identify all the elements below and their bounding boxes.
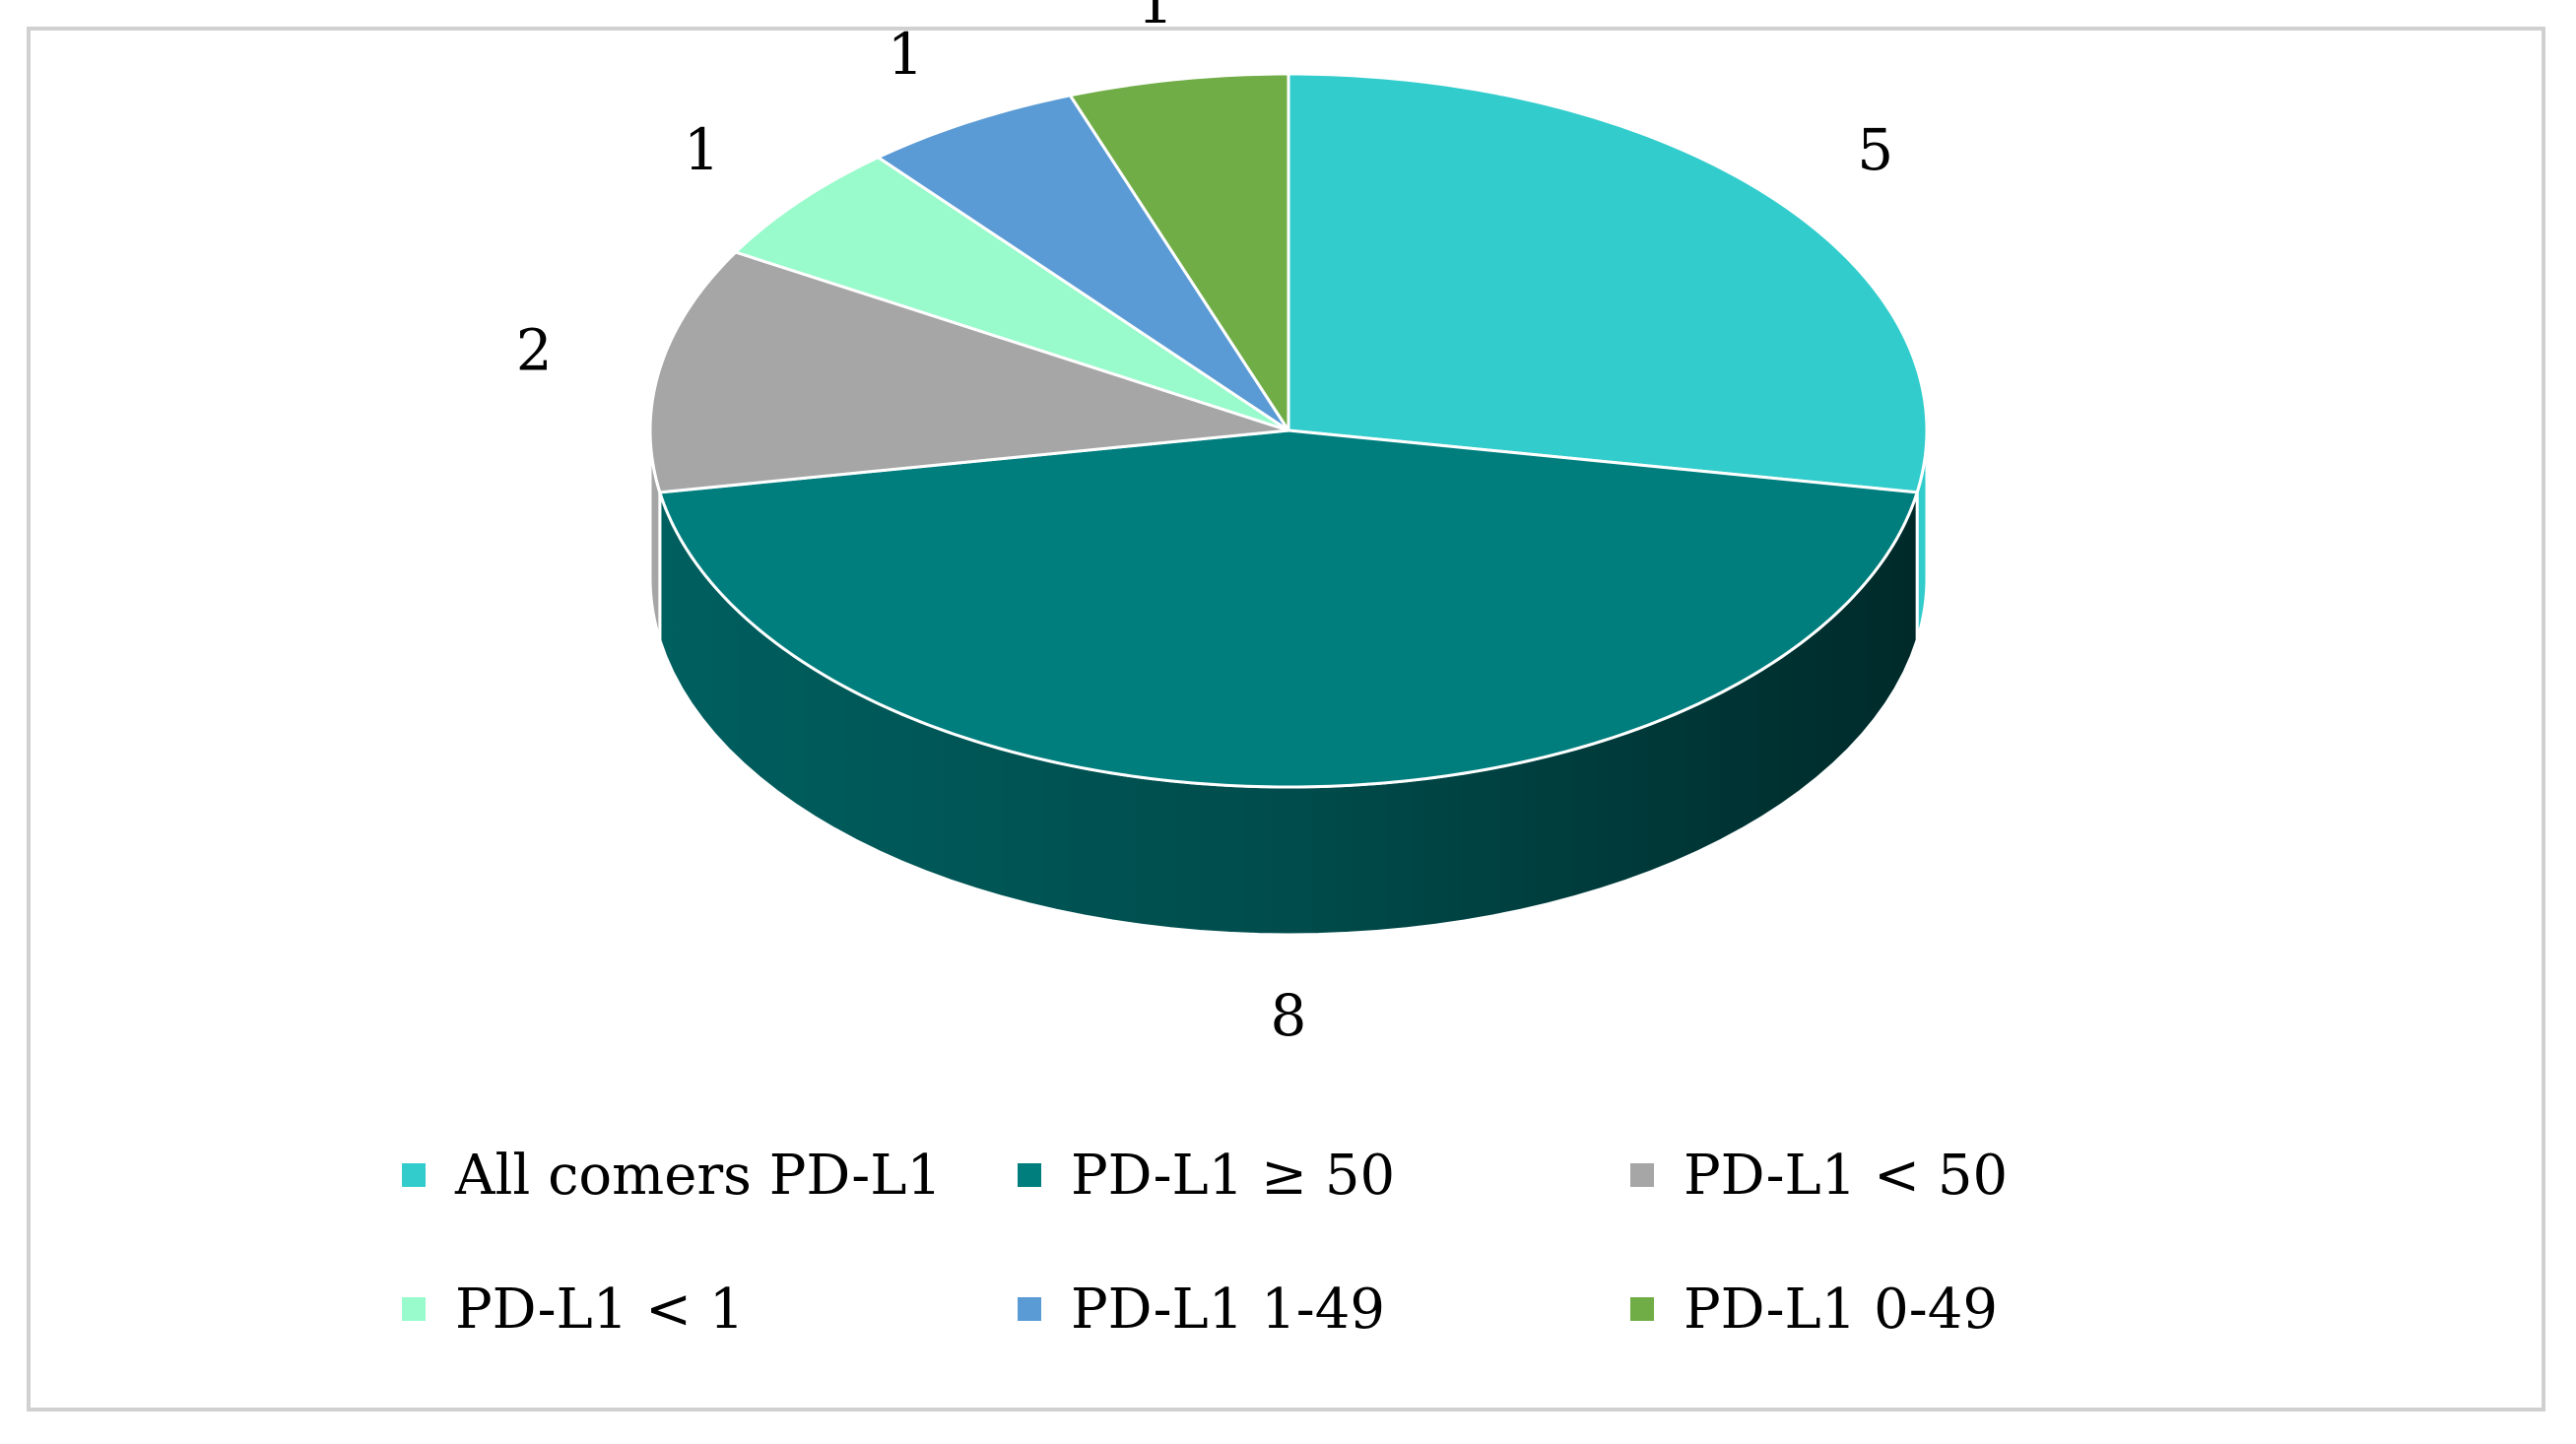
data-label-pdl1-lt-50: 2 [516, 317, 553, 384]
data-label-pdl1-ge-50: 8 [1271, 982, 1307, 1049]
pie-side-layer [648, 430, 1929, 937]
slice-pdl1-1-49 [876, 94, 1290, 432]
slice-pdl1-0-49 [1068, 72, 1290, 432]
slice-pdl1-lt-50 [648, 250, 1290, 494]
data-label-pdl1-1-49: 1 [888, 21, 924, 88]
slice-all-comers [1287, 72, 1929, 494]
data-label-all-comers: 5 [1857, 116, 1893, 183]
data-labels-layer: 5 8 2 1 1 1 [516, 0, 1893, 1049]
data-label-pdl1-lt-1: 1 [684, 116, 720, 183]
data-label-pdl1-0-49: 1 [1138, 0, 1174, 36]
slice-pdl1-ge-50 [658, 428, 1919, 789]
slice-pdl1-lt-1 [734, 156, 1290, 432]
pie-top-layer [648, 72, 1929, 789]
